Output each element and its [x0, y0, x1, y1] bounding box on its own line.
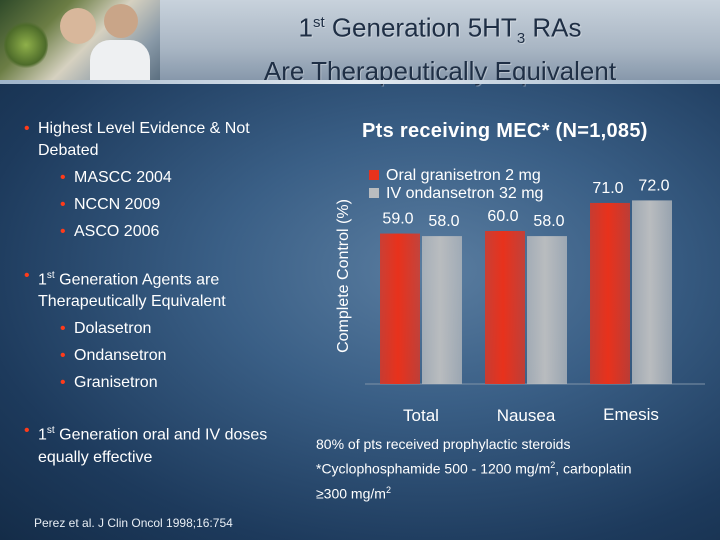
value-label: 71.0	[592, 180, 623, 197]
bar-emesis-ondansetron	[632, 200, 672, 384]
bullet-item: 1st Generation oral and IV doses equally…	[24, 420, 314, 468]
title-sup: st	[312, 14, 325, 31]
person-image	[60, 8, 96, 44]
bars-group	[380, 200, 672, 384]
plant-image	[4, 20, 48, 70]
y-axis-label: Complete Control (%)	[335, 199, 352, 353]
title-part: 1	[298, 12, 313, 43]
category-label: Total	[403, 406, 439, 425]
sub-bullet-item: Granisetron	[24, 372, 314, 394]
header-photo	[0, 0, 160, 80]
legend-swatch	[369, 170, 379, 180]
footnote-sup: 2	[385, 484, 391, 495]
sub-bullet-item: ASCO 2006	[24, 221, 314, 243]
category-labels-group: Total Nausea Emesis	[403, 405, 659, 425]
bar-emesis-granisetron	[590, 202, 630, 384]
value-labels-group: 59.0 58.0 60.0 58.0 71.0 72.0	[382, 177, 669, 230]
left-bullet-list: Highest Level Evidence & Not Debated MAS…	[24, 118, 314, 469]
title-sub: 3	[516, 29, 526, 47]
bullet-item: 1st Generation Agents are Therapeuticall…	[24, 265, 314, 313]
category-label: Emesis	[603, 405, 659, 424]
value-label: 59.0	[382, 211, 413, 228]
citation: Perez et al. J Clin Oncol 1998;16:754	[34, 516, 233, 530]
bullet-text: Generation oral and IV doses equally eff…	[38, 426, 268, 466]
title-part: RAs	[525, 12, 582, 43]
footnote-text: , carboplatin	[555, 460, 632, 477]
header-divider	[0, 80, 720, 84]
value-label: 58.0	[428, 213, 459, 230]
legend-swatch	[369, 188, 379, 198]
sub-bullet-item: Dolasetron	[24, 318, 314, 340]
bullet-text: Generation Agents are Therapeutically Eq…	[38, 271, 226, 311]
bullet-sup: st	[46, 425, 55, 437]
sub-bullet-item: Ondansetron	[24, 345, 314, 367]
value-label: 58.0	[533, 213, 564, 230]
doctor-coat-image	[90, 40, 150, 80]
value-label: 60.0	[487, 208, 518, 225]
bullet-text: 1	[38, 426, 47, 444]
footnote-line: *Cyclophosphamide 500 - 1200 mg/m2, carb…	[316, 455, 716, 480]
title-line-1: 1st Generation 5HT3 RAs	[180, 6, 700, 55]
bar-total-granisetron	[380, 233, 420, 384]
legend-label: Oral granisetron 2 mg	[386, 167, 541, 184]
bar-nausea-ondansetron	[527, 236, 567, 384]
legend-label: IV ondansetron 32 mg	[386, 185, 543, 202]
value-label: 72.0	[638, 177, 669, 194]
footnote-sup: 2	[550, 460, 556, 470]
doctor-image	[104, 4, 138, 38]
category-label: Nausea	[497, 406, 556, 425]
bar-nausea-granisetron	[485, 231, 525, 384]
footnote-line: ≥300 mg/m2	[316, 480, 716, 505]
bullet-text: 1	[38, 271, 47, 289]
footnote-line: 80% of pts received prophylactic steroid…	[316, 436, 571, 452]
footnote-text: *Cyclophosphamide 500 - 1200 mg/m	[316, 460, 551, 477]
footnote-text: ≥300 mg/m	[316, 485, 386, 502]
sub-bullet-item: MASCC 2004	[24, 167, 314, 189]
bullet-item: Highest Level Evidence & Not Debated	[24, 118, 314, 162]
sub-bullet-item: NCCN 2009	[24, 194, 314, 216]
footnote: 80% of pts received prophylactic steroid…	[316, 434, 716, 504]
title-part: Generation 5HT	[324, 12, 517, 43]
bar-total-ondansetron	[422, 236, 462, 384]
chart-title: Pts receiving MEC* (N=1,085)	[362, 120, 648, 142]
bullet-sup: st	[46, 270, 55, 281]
